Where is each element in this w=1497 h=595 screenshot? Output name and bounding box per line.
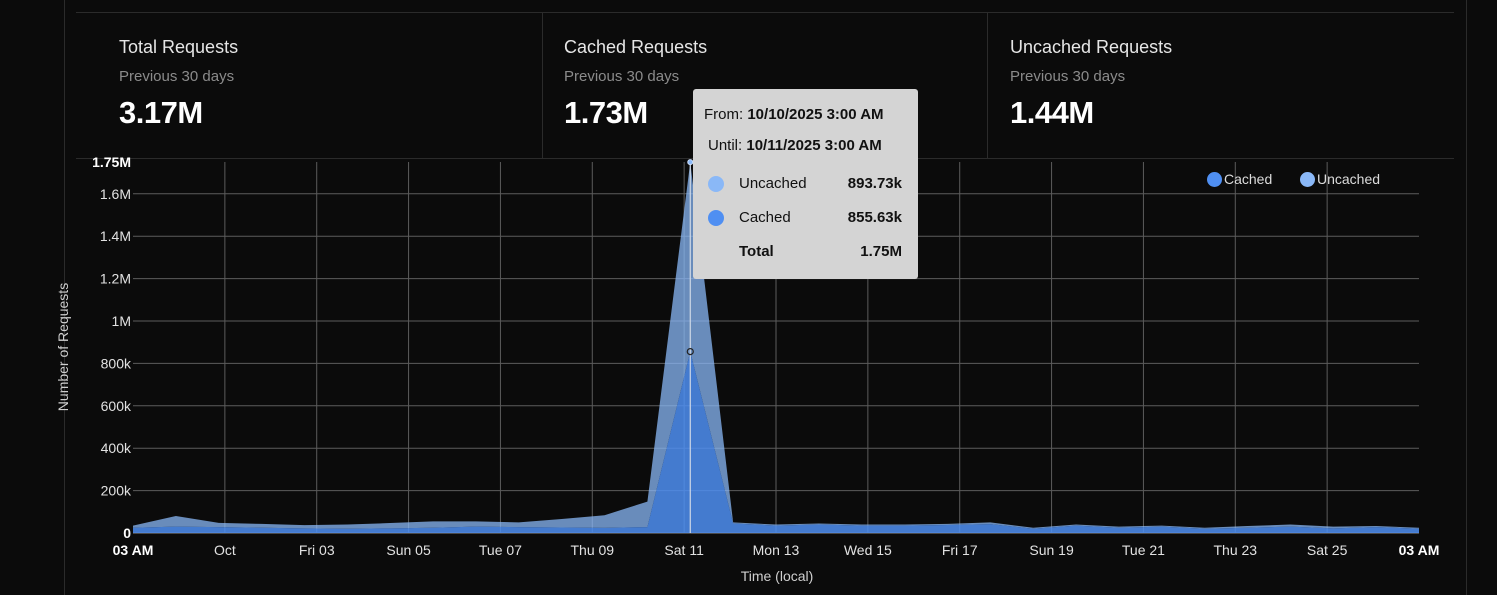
tooltip-total-label: Total bbox=[739, 243, 774, 260]
stat-uncached-requests: Uncached Requests Previous 30 days 1.44M bbox=[987, 13, 1454, 158]
legend-label: Cached bbox=[1224, 171, 1273, 187]
y-tick-label: 400k bbox=[101, 440, 132, 456]
stat-value: 1.73M bbox=[564, 95, 648, 130]
tooltip-uncached-swatch bbox=[708, 176, 724, 192]
y-tick-label: 200k bbox=[101, 483, 132, 499]
x-tick-label: Thu 23 bbox=[1213, 542, 1257, 558]
chart-grid bbox=[133, 162, 1419, 534]
stat-value: 1.44M bbox=[1010, 95, 1094, 130]
tooltip-until-label: Until: bbox=[708, 137, 743, 154]
x-tick-label: Sat 25 bbox=[1307, 542, 1348, 558]
y-tick-label: 1.6M bbox=[100, 186, 131, 202]
tooltip-cached-label: Cached bbox=[739, 209, 791, 226]
x-tick-label: Tue 21 bbox=[1122, 542, 1165, 558]
x-tick-label: Oct bbox=[214, 542, 236, 558]
legend-swatch-cached bbox=[1207, 172, 1222, 187]
y-tick-label: 1.4M bbox=[100, 228, 131, 244]
tooltip-uncached-label: Uncached bbox=[739, 175, 807, 192]
chart-tooltip: From: 10/10/2025 3:00 AM Until: 10/11/20… bbox=[693, 89, 918, 279]
stat-title: Uncached Requests bbox=[1010, 37, 1173, 57]
x-tick-label: Fri 17 bbox=[942, 542, 978, 558]
y-tick-label: 0 bbox=[123, 525, 131, 541]
x-tick-label: Thu 09 bbox=[570, 542, 614, 558]
stat-subtitle: Previous 30 days bbox=[119, 68, 235, 85]
x-tick-label: Tue 07 bbox=[479, 542, 522, 558]
tooltip-until: Until: 10/11/2025 3:00 AM bbox=[708, 137, 882, 154]
stat-title: Cached Requests bbox=[564, 37, 708, 57]
y-axis-ticks: 0 200k 400k 600k 800k 1M 1.2M 1.4M 1.6M 1.75M bbox=[92, 154, 132, 541]
hover-point-uncached bbox=[687, 159, 694, 166]
x-tick-label: Mon 13 bbox=[753, 542, 800, 558]
chart-panel bbox=[64, 0, 1467, 595]
x-axis-label: Time (local) bbox=[741, 568, 814, 584]
x-tick-label: Sat 11 bbox=[664, 542, 704, 558]
tooltip-from: From: 10/10/2025 3:00 AM bbox=[704, 106, 884, 123]
tooltip-from-label: From: bbox=[704, 106, 744, 123]
legend-swatch-uncached bbox=[1300, 172, 1315, 187]
legend-item-uncached[interactable]: Uncached bbox=[1300, 171, 1380, 187]
x-axis-ticks: 03 AM Oct Fri 03 Sun 05 Tue 07 Thu 09 Sat 11 Mo… bbox=[113, 542, 1440, 558]
y-tick-label: 1.75M bbox=[92, 154, 131, 170]
stat-total-requests: Total Requests Previous 30 days 3.17M bbox=[119, 13, 539, 158]
stat-value: 3.17M bbox=[119, 95, 203, 130]
x-tick-label: Wed 15 bbox=[844, 542, 892, 558]
x-tick-label: Sun 05 bbox=[386, 542, 431, 558]
y-tick-label: 800k bbox=[101, 355, 132, 371]
tooltip-total-value: 1.75M bbox=[860, 243, 902, 260]
x-tick-label: 03 AM bbox=[113, 542, 154, 558]
tooltip-uncached-value: 893.73k bbox=[847, 175, 902, 192]
hover-markers bbox=[686, 159, 694, 533]
stat-cached-requests: Cached Requests Previous 30 days 1.73M bbox=[542, 13, 987, 158]
x-tick-label: 03 AM bbox=[1399, 542, 1440, 558]
legend-item-cached[interactable]: Cached bbox=[1207, 171, 1272, 187]
tooltip-cached-value: 855.63k bbox=[847, 209, 902, 226]
tooltip-until-value: 10/11/2025 3:00 AM bbox=[746, 137, 882, 154]
hover-point-cached bbox=[686, 348, 694, 356]
tooltip-from-value: 10/10/2025 3:00 AM bbox=[747, 106, 884, 123]
y-tick-label: 1.2M bbox=[100, 271, 131, 287]
legend-label: Uncached bbox=[1317, 171, 1381, 187]
stat-subtitle: Previous 30 days bbox=[1010, 68, 1126, 85]
x-tick-label: Fri 03 bbox=[299, 542, 335, 558]
tooltip-cached-swatch bbox=[708, 210, 724, 226]
x-tick-label: Sun 19 bbox=[1029, 542, 1074, 558]
stats-top-divider bbox=[76, 12, 1454, 13]
stat-title: Total Requests bbox=[119, 37, 239, 57]
stat-subtitle: Previous 30 days bbox=[564, 68, 680, 85]
y-tick-label: 600k bbox=[101, 398, 132, 414]
y-tick-label: 1M bbox=[112, 313, 131, 329]
y-axis-label: Number of Requests bbox=[55, 283, 71, 411]
